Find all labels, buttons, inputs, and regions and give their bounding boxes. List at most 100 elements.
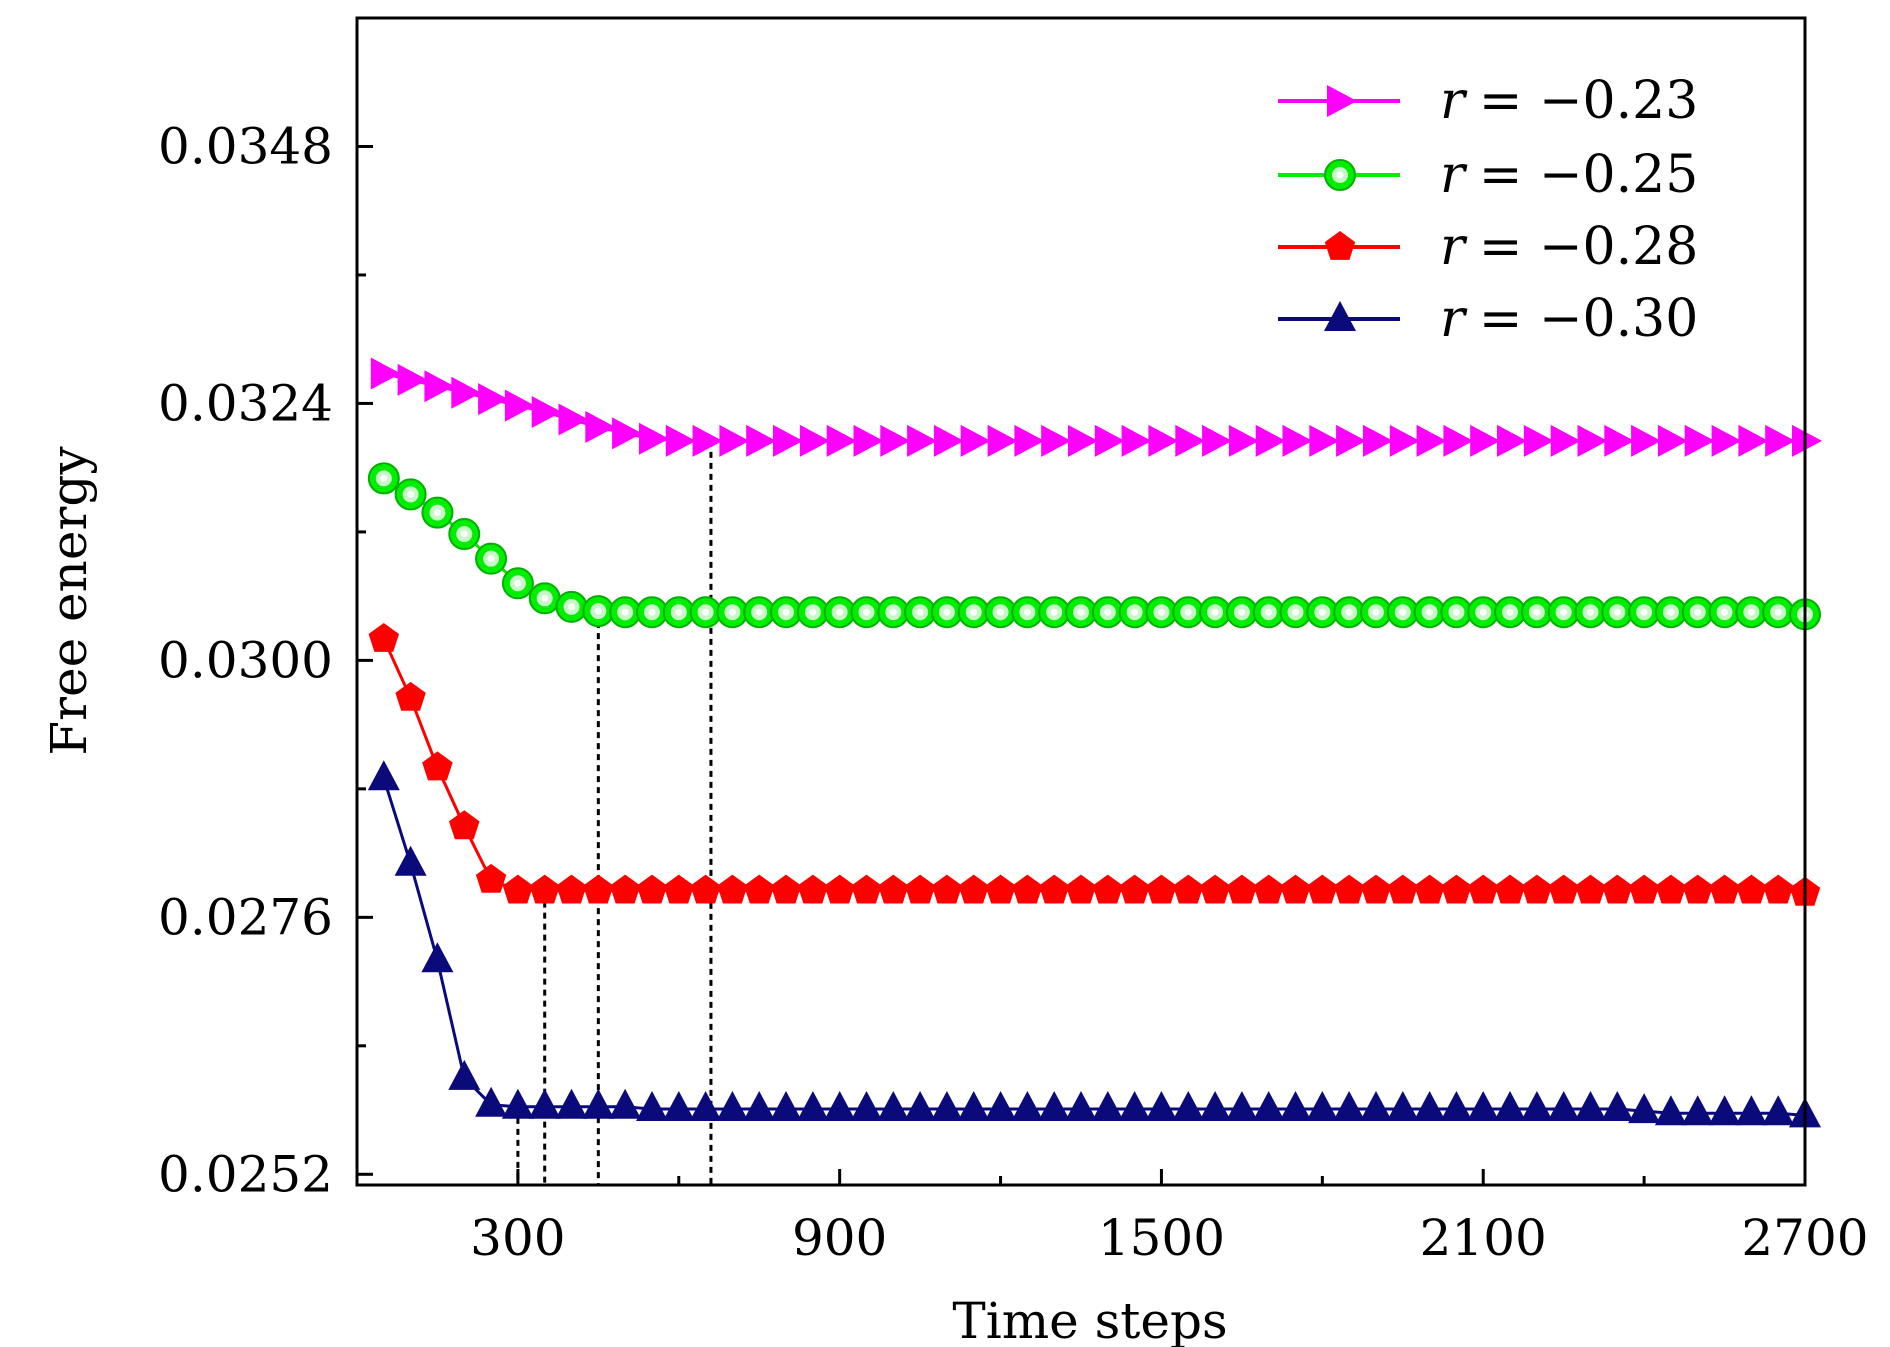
- series-1-point: [1413, 596, 1446, 629]
- series-1-point-center: [487, 555, 495, 563]
- series-2-point: [1226, 874, 1258, 904]
- series-3-point: [1091, 1091, 1124, 1121]
- series-0-point: [1255, 424, 1286, 457]
- series-0-point: [1577, 424, 1608, 457]
- series-1-point-center: [1426, 608, 1434, 616]
- series-3-point: [1413, 1091, 1446, 1121]
- series-2-point: [1173, 874, 1204, 904]
- series-3-point: [1225, 1091, 1258, 1121]
- series-3-point: [1574, 1091, 1607, 1121]
- series-2-point: [1119, 874, 1150, 904]
- series-1-point-center: [514, 579, 522, 587]
- series-1-point: [421, 496, 454, 529]
- x-tick-label: 2100: [1420, 1209, 1547, 1267]
- series-1-point-center: [1774, 608, 1782, 616]
- legend-var-3: r: [1440, 289, 1468, 349]
- series-2-point: [878, 874, 909, 904]
- series-1-point-center: [1184, 608, 1192, 616]
- series-0-point: [799, 424, 830, 457]
- series-3-point: [448, 1059, 481, 1090]
- legend-var-0: r: [1440, 71, 1468, 131]
- series-3-point: [716, 1091, 749, 1121]
- series-1-point-center: [1721, 608, 1729, 616]
- legend-label-3: r = −0.30: [1440, 289, 1698, 349]
- series-2-point: [931, 874, 963, 904]
- series-2-point: [744, 874, 775, 904]
- series-1-point: [930, 596, 963, 629]
- legend-label-0: r = −0.23: [1440, 71, 1698, 131]
- series-2-point: [717, 874, 748, 904]
- series-0-point: [1148, 424, 1179, 457]
- series-1-point-center: [782, 608, 790, 616]
- series-1-point: [1467, 596, 1500, 629]
- series-1-point: [1681, 596, 1714, 629]
- series-1-point-center: [568, 603, 576, 611]
- series-0-point: [1604, 424, 1635, 457]
- series-2: [368, 623, 1821, 906]
- series-2-point: [583, 874, 614, 904]
- legend-value-0: = −0.23: [1479, 71, 1698, 131]
- series-0-point: [1175, 424, 1206, 457]
- series-3-point: [1654, 1095, 1687, 1126]
- series-3-point: [1360, 1091, 1392, 1121]
- series-3-point: [1118, 1091, 1151, 1121]
- series-3-point: [1065, 1091, 1097, 1121]
- series-3-point: [1333, 1091, 1366, 1121]
- series-3-point: [957, 1091, 990, 1121]
- series-2-point: [1655, 874, 1687, 904]
- series-2-point: [1307, 874, 1338, 904]
- series-1: [367, 462, 1821, 631]
- series-1-point-center: [1238, 608, 1246, 616]
- series-0-point: [424, 370, 455, 403]
- series-1-point: [662, 596, 695, 629]
- legend-value-2: = −0.28: [1479, 217, 1698, 277]
- series-1-point: [1386, 596, 1419, 629]
- series-1-point-center: [1345, 608, 1353, 616]
- series-1-point: [1279, 596, 1312, 629]
- series-2-point: [851, 874, 882, 904]
- series-3-point: [475, 1086, 508, 1117]
- series-1-point-center: [916, 608, 924, 616]
- series-3-point: [1467, 1091, 1500, 1121]
- series-2-point: [797, 874, 829, 904]
- series-1-point: [689, 596, 722, 629]
- series-3-point: [1252, 1091, 1285, 1121]
- series-2-point: [1736, 874, 1767, 904]
- series-1-point-center: [1694, 608, 1702, 616]
- series-0-point: [1765, 424, 1796, 457]
- legend-value-1: = −0.25: [1479, 145, 1698, 205]
- series-1-point: [957, 596, 990, 629]
- series-2-point: [1521, 874, 1553, 904]
- series-2-point: [1709, 874, 1740, 904]
- series-1-point: [743, 596, 776, 629]
- series-0-point: [933, 424, 964, 457]
- series-1-point: [1118, 596, 1151, 629]
- series-0-point: [1631, 424, 1662, 457]
- axis-ticks: 300 900 1500 2100 2700 0.0252 0.0276 0.0300 0.03…: [158, 117, 1869, 1267]
- series-3-point: [367, 760, 400, 791]
- series-0-point: [773, 424, 803, 457]
- legend-entry-0: r = −0.23: [1278, 71, 1698, 131]
- series-2-point: [636, 874, 668, 904]
- series-3-point: [743, 1091, 776, 1121]
- series-1-point: [528, 582, 561, 615]
- series-3-point: [1306, 1091, 1339, 1121]
- series-0-point: [1282, 424, 1313, 457]
- series-1-point-center: [380, 474, 388, 482]
- legend-entry-3: r = −0.30: [1278, 289, 1698, 349]
- series-0-point: [1228, 424, 1259, 457]
- series-1-point-center: [1613, 608, 1621, 616]
- x-tick-label: 1500: [1098, 1209, 1225, 1267]
- series-3-point: [823, 1091, 856, 1121]
- series-1-point: [635, 596, 668, 629]
- series-1-point-center: [755, 608, 763, 616]
- series-3-point: [636, 1091, 668, 1121]
- y-tick-label: 0.0324: [158, 374, 333, 432]
- series-2-point: [1575, 874, 1606, 904]
- legend-marker-0: [1327, 85, 1357, 117]
- series-0-point: [478, 383, 509, 416]
- series-3-point: [528, 1088, 561, 1119]
- series-2-point: [1333, 874, 1365, 904]
- series-2-point: [1602, 874, 1633, 904]
